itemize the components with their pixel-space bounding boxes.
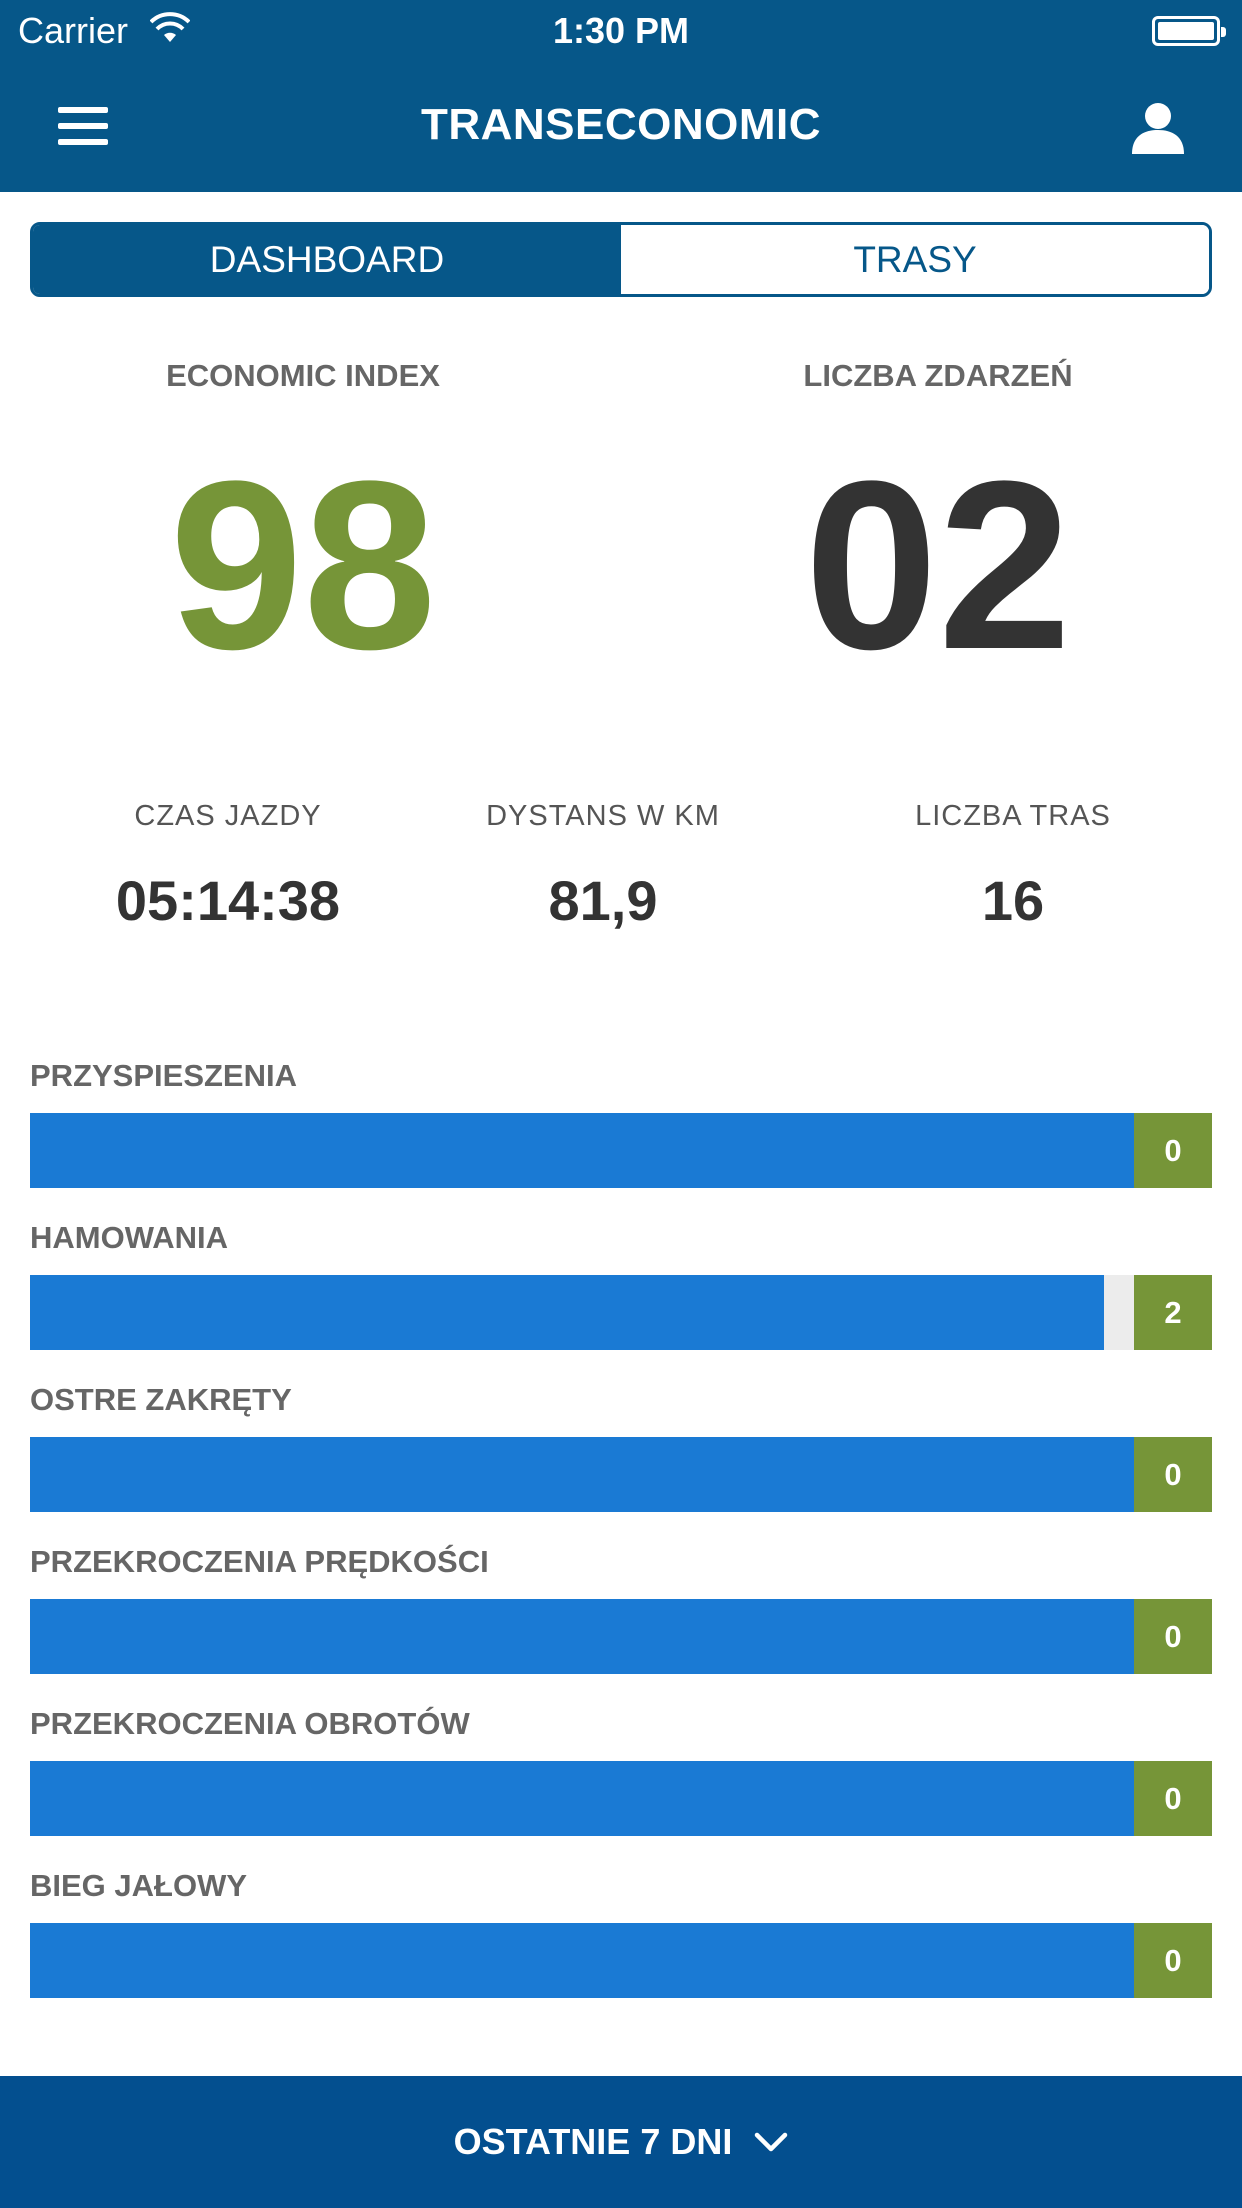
bar-track-braking	[30, 1275, 1134, 1350]
hamburger-icon[interactable]	[58, 107, 108, 145]
bar-count-braking: 2	[1134, 1275, 1212, 1350]
distance-value: 81,9	[548, 869, 658, 932]
drive-time-label: CZAS JAZDY	[134, 800, 322, 832]
wifi-icon	[150, 12, 190, 42]
bar-track-speeding	[30, 1599, 1134, 1674]
status-bar: Carrier 1:30 PM	[0, 0, 1242, 62]
bar-track-idling	[30, 1923, 1134, 1998]
carrier-label: Carrier	[18, 10, 129, 51]
bar-count-speeding: 0	[1134, 1599, 1212, 1674]
bar-track-acceleration	[30, 1113, 1134, 1188]
app-title: TRANSECONOMIC	[420, 100, 822, 149]
economic-index-value: 98	[169, 431, 437, 699]
bar-label-idling: BIEG JAŁOWY	[30, 1868, 248, 1903]
period-selector-button[interactable]: OSTATNIE 7 DNI	[0, 2076, 1242, 2208]
bar-track-sharp-turns	[30, 1437, 1134, 1512]
economic-index-label: ECONOMIC INDEX	[166, 358, 440, 393]
status-time: 1:30 PM	[552, 10, 690, 51]
events-count-value: 02	[804, 431, 1072, 699]
bar-label-braking: HAMOWANIA	[30, 1220, 229, 1255]
bar-label-speeding: PRZEKROCZENIA PRĘDKOŚCI	[30, 1544, 489, 1579]
bar-fill	[30, 1437, 1134, 1512]
bar-label-sharp-turns: OSTRE ZAKRĘTY	[30, 1382, 292, 1417]
bar-fill	[30, 1599, 1134, 1674]
drive-time-value: 05:14:38	[115, 869, 341, 932]
chevron-down-icon	[755, 2132, 788, 2152]
events-count-label: LICZBA ZDARZEŃ	[803, 358, 1073, 393]
battery-icon	[1152, 16, 1226, 46]
bar-label-rpm-exceed: PRZEKROCZENIA OBROTÓW	[30, 1706, 470, 1741]
bar-count-acceleration: 0	[1134, 1113, 1212, 1188]
tab-trasy[interactable]: TRASY	[621, 225, 1209, 294]
routes-count-label: LICZBA TRAS	[915, 800, 1111, 832]
bar-fill	[30, 1113, 1134, 1188]
bar-fill	[30, 1761, 1134, 1836]
bar-track-rpm-exceed	[30, 1761, 1134, 1836]
top-bar: Carrier 1:30 PM TRANSECONOMIC	[0, 0, 1242, 192]
tab-dashboard[interactable]: DASHBOARD	[33, 225, 621, 294]
routes-count-value: 16	[981, 869, 1045, 932]
bar-count-sharp-turns: 0	[1134, 1437, 1212, 1512]
bar-fill	[30, 1275, 1105, 1350]
period-label: OSTATNIE 7 DNI	[453, 2121, 733, 2162]
distance-label: DYSTANS W KM	[486, 800, 720, 832]
nav-bar: TRANSECONOMIC	[0, 62, 1242, 192]
bar-count-idling: 0	[1134, 1923, 1212, 1998]
bar-count-rpm-exceed: 0	[1134, 1761, 1212, 1836]
bar-label-acceleration: PRZYSPIESZENIA	[30, 1058, 297, 1093]
tab-bar: DASHBOARD TRASY	[30, 222, 1212, 297]
user-icon[interactable]	[1130, 100, 1186, 154]
bar-fill	[30, 1923, 1134, 1998]
